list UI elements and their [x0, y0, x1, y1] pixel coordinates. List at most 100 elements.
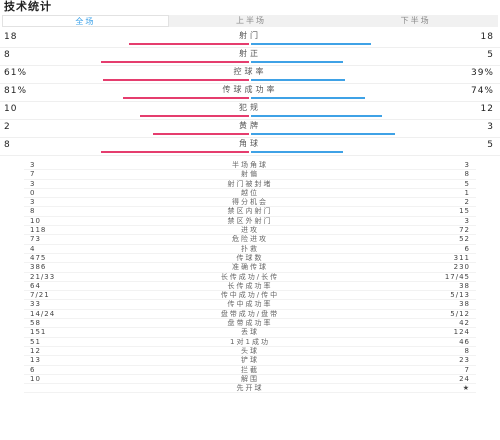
stat-label: 解围 [241, 374, 259, 383]
detail-row: 386 准确传球 230 [0, 263, 500, 273]
home-value: 21/33 [30, 272, 56, 281]
away-value: 46 [459, 337, 470, 346]
stat-label: 射偏 [241, 170, 259, 179]
home-value: 6 [30, 365, 36, 374]
away-value: 6 [464, 244, 470, 253]
away-value: 17/45 [444, 272, 470, 281]
stat-label: 犯规 [239, 103, 261, 112]
stat-label: 进攻 [241, 226, 259, 235]
home-value: 14/24 [30, 309, 56, 318]
detail-row: 73 危险进攻 52 [0, 235, 500, 245]
away-value: 5 [487, 50, 494, 60]
divider [0, 65, 500, 66]
home-value: 118 [30, 226, 47, 235]
away-value: 38 [459, 300, 470, 309]
period-tabs: 全场 上半场 下半场 [2, 15, 498, 27]
away-value: 42 [459, 319, 470, 328]
detail-row: 118 进攻 72 [0, 226, 500, 236]
home-value: 386 [30, 263, 47, 272]
away-bar [251, 151, 344, 153]
stat-row: 81% 传球成功率 74% [0, 84, 500, 102]
away-value: 2 [464, 198, 470, 207]
detail-row: 3 得分机会 2 [0, 198, 500, 208]
detail-row: 14/24 盘带成功/盘带 5/12 [0, 309, 500, 320]
home-value: 10 [4, 104, 18, 114]
stat-label: 射门 [239, 31, 261, 40]
away-value: 1 [464, 188, 470, 197]
away-value: 3 [487, 122, 494, 132]
stat-label: 危险进攻 [232, 235, 268, 244]
home-value: 3 [30, 198, 36, 207]
detail-row: 13 铲球 23 [0, 356, 500, 366]
stat-label: 盘带成功率 [227, 319, 273, 328]
detail-row: 3 射门被封堵 5 [0, 179, 500, 190]
stat-label: 拦截 [241, 365, 259, 374]
stat-label: 盘带成功/盘带 [220, 309, 280, 318]
away-value: 52 [459, 235, 470, 244]
stat-label: 越位 [241, 188, 259, 197]
home-value: 10 [30, 374, 41, 383]
detail-row: 7/21 传中成功/传中 5/13 [0, 291, 500, 301]
detail-stats: 3 半场角球 3 7 射偏 8 3 射门被封堵 5 0 越位 1 3 得分机会 2 8 禁区内射门 15 10 禁区外… [0, 161, 500, 394]
stat-row: 2 黄牌 3 [0, 120, 500, 138]
detail-row: 3 半场角球 3 [0, 161, 500, 171]
home-bar [139, 115, 249, 117]
away-bar [251, 97, 366, 99]
away-value: 72 [459, 226, 470, 235]
home-value: 7/21 [30, 291, 50, 300]
home-bar [123, 97, 249, 99]
stat-row: 61% 控球率 39% [0, 66, 500, 84]
home-value: 51 [30, 337, 41, 346]
stat-label: 射正 [239, 49, 261, 58]
away-value: 18 [480, 32, 494, 42]
home-bar [129, 43, 249, 45]
stat-label: 得分机会 [232, 198, 268, 207]
stat-label: 射门被封堵 [227, 179, 273, 188]
away-value: 5/12 [450, 309, 470, 318]
stat-label: 传中成功/传中 [220, 291, 280, 300]
detail-row: 10 解围 24 [0, 374, 500, 385]
detail-row: 7 射偏 8 [0, 170, 500, 180]
away-bar [251, 61, 344, 63]
home-bar [102, 79, 249, 81]
detail-row: 51 1对1成功 46 [0, 337, 500, 348]
home-value: 0 [30, 188, 36, 197]
home-value: 3 [30, 179, 36, 188]
tab-full-match[interactable]: 全场 [2, 15, 169, 27]
detail-row: 64 长传成功率 38 [0, 281, 500, 292]
away-value: 5/13 [450, 291, 470, 300]
stat-label: 长传成功率 [227, 281, 273, 290]
away-bar [251, 43, 371, 45]
detail-row: 8 禁区内射门 15 [0, 207, 500, 218]
home-value: 8 [4, 50, 11, 60]
stat-label: 1对1成功 [230, 337, 270, 346]
divider [0, 119, 500, 120]
home-value: 7 [30, 170, 36, 179]
tab-second-half[interactable]: 下半场 [400, 16, 431, 25]
home-value: 151 [30, 328, 47, 337]
away-value: 23 [459, 356, 470, 365]
stat-label: 铲球 [241, 356, 259, 365]
stat-row: 8 角球 5 [0, 138, 500, 156]
stat-label: 准确传球 [232, 263, 268, 272]
tab-first-half[interactable]: 上半场 [236, 16, 266, 25]
detail-row: 33 传中成功率 38 [0, 300, 500, 311]
stat-label: 黄牌 [239, 121, 261, 130]
stat-label: 传球成功率 [222, 85, 278, 94]
away-bar [251, 115, 382, 117]
stat-label: 扑救 [241, 244, 259, 253]
home-value: 18 [4, 32, 18, 42]
away-value: 3 [464, 161, 470, 169]
home-value: 10 [30, 216, 41, 225]
home-value: 3 [30, 161, 36, 169]
away-bar [251, 133, 395, 135]
away-bar [251, 79, 345, 81]
away-value: 5 [464, 179, 470, 188]
home-value: 61% [4, 68, 28, 78]
stat-label: 传中成功率 [227, 300, 273, 309]
away-value: 24 [459, 374, 470, 383]
home-value: 73 [30, 235, 41, 244]
stat-row: 8 射正 5 [0, 48, 500, 66]
detail-row: 先开球 ★ [0, 384, 500, 394]
away-value: 74% [470, 86, 494, 96]
